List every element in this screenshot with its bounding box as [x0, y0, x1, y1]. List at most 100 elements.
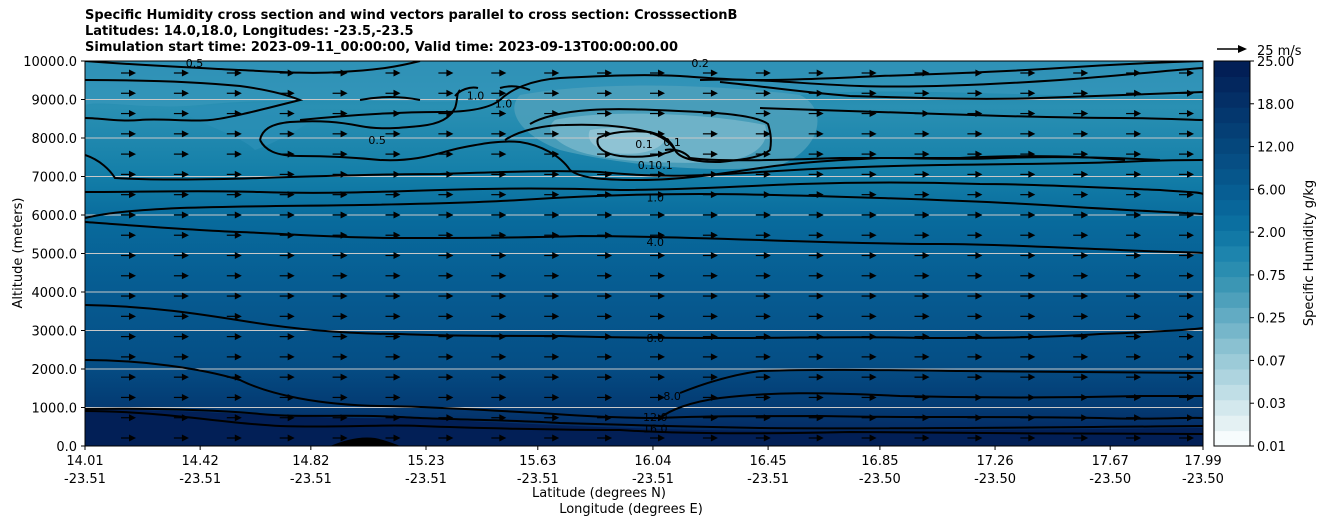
colorbar-segment	[1214, 153, 1250, 170]
contour-line	[85, 304, 1203, 340]
wind-arrowhead	[446, 434, 454, 442]
wind-arrowhead	[340, 333, 348, 341]
x-tick-label-latitude: 16.04	[634, 454, 671, 469]
wind-arrowhead	[1028, 414, 1036, 422]
contour-line	[85, 407, 1203, 430]
wind-arrowhead	[605, 292, 613, 300]
wind-arrowhead	[1134, 393, 1142, 401]
wind-arrowhead	[1187, 211, 1194, 219]
wind-arrowhead	[1081, 69, 1089, 77]
wind-arrowhead	[975, 333, 983, 341]
wind-arrowhead	[552, 231, 560, 239]
wind-arrowhead	[499, 231, 507, 239]
contour-label: 0.10.1	[638, 159, 673, 172]
wind-arrowhead	[129, 434, 136, 442]
wind-arrowhead	[658, 292, 665, 300]
contour-line	[259, 89, 461, 141]
title-line-3: Simulation start time: 2023-09-11_00:00:…	[85, 40, 678, 55]
wind-arrowhead	[1081, 231, 1089, 239]
wind-arrowhead	[129, 272, 136, 280]
wind-arrowhead	[1081, 312, 1089, 320]
wind-arrowhead	[605, 170, 613, 178]
colorbar-tick-label: 0.25	[1257, 312, 1286, 327]
wind-arrowhead	[605, 110, 613, 118]
wind-arrowhead	[658, 170, 665, 178]
wind-arrowhead	[234, 393, 242, 401]
wind-arrowhead	[869, 130, 877, 138]
wind-arrowhead	[710, 292, 718, 300]
wind-arrowhead	[129, 150, 136, 158]
wind-arrowhead	[763, 272, 771, 280]
wind-arrowhead	[181, 434, 189, 442]
x-tick-label-latitude: 14.42	[182, 454, 219, 469]
x-tick-label-latitude: 14.82	[292, 454, 329, 469]
colorbar-tick-label: 0.75	[1257, 269, 1286, 284]
wind-arrowhead	[552, 89, 560, 97]
wind-arrowhead	[816, 170, 824, 178]
wind-arrowhead	[869, 191, 877, 199]
wind-arrowhead	[287, 252, 295, 259]
wind-arrowhead	[922, 211, 930, 219]
wind-arrowhead	[129, 333, 136, 341]
wind-arrowhead	[181, 89, 189, 97]
wind-arrowhead	[552, 211, 560, 219]
wind-arrowhead	[340, 434, 348, 442]
wind-arrowhead	[1134, 333, 1142, 341]
wind-arrowhead	[393, 414, 401, 422]
wind-arrowhead	[340, 272, 348, 280]
wind-arrowhead	[499, 393, 507, 401]
wind-arrowhead	[1081, 191, 1089, 199]
wind-arrowhead	[922, 434, 930, 442]
x-tick-label-latitude: 15.63	[519, 454, 556, 469]
wind-arrowhead	[922, 373, 930, 381]
wind-arrowhead	[922, 130, 930, 138]
wind-arrowhead	[393, 130, 401, 138]
wind-arrowhead	[552, 414, 560, 422]
wind-arrowhead	[234, 272, 242, 280]
wind-arrowhead	[1028, 292, 1036, 300]
wind-arrowhead	[287, 89, 295, 97]
wind-arrowhead	[975, 150, 983, 158]
wind-arrowhead	[234, 89, 242, 97]
wind-arrowhead	[869, 414, 877, 422]
wind-arrowhead	[658, 373, 665, 381]
colorbar-tick-label: 12.00	[1257, 141, 1294, 156]
wind-arrowhead	[287, 434, 295, 442]
wind-arrowhead	[446, 231, 454, 239]
wind-arrowhead	[1187, 414, 1194, 422]
wind-arrowhead	[181, 211, 189, 219]
colorbar-segment	[1214, 138, 1250, 154]
x-axis: 14.01 -23.51 14.42 -23.51 14.82 -23.51 15.23 -2…	[64, 446, 1224, 487]
wind-arrowhead	[552, 333, 560, 341]
wind-arrowhead	[1081, 434, 1089, 442]
wind-arrowhead	[975, 292, 983, 300]
wind-arrowhead	[287, 150, 295, 158]
wind-arrowhead	[658, 272, 665, 280]
colorbar-segment	[1214, 322, 1250, 339]
wind-arrowhead	[181, 292, 189, 300]
wind-arrowhead	[763, 414, 771, 422]
colorbar-segment	[1214, 168, 1250, 185]
wind-arrowhead	[287, 393, 295, 401]
wind-arrowhead	[710, 69, 718, 77]
wind-arrowhead	[816, 434, 824, 442]
wind-arrowhead	[975, 393, 983, 401]
wind-arrowhead	[869, 211, 877, 219]
x-tick-label-longitude: -23.51	[179, 472, 221, 487]
contour-label: 8.0	[663, 390, 681, 403]
wind-arrowhead	[605, 211, 613, 219]
wind-arrowhead	[1081, 414, 1089, 422]
wind-arrowhead	[1187, 434, 1194, 442]
colorbar-label: Specific Humidity g/kg	[1302, 180, 1317, 326]
wind-arrowhead	[658, 414, 665, 422]
humidity-patch-west	[180, 103, 320, 150]
wind-arrowhead	[1081, 353, 1089, 361]
wind-arrowhead	[552, 353, 560, 361]
wind-arrowhead	[605, 393, 613, 401]
colorbar-segment	[1214, 61, 1250, 77]
wind-arrowhead	[340, 414, 348, 422]
wind-arrowhead	[129, 252, 136, 259]
wind-arrowhead	[499, 89, 507, 97]
wind-arrowhead	[816, 211, 824, 219]
wind-arrowhead	[922, 393, 930, 401]
